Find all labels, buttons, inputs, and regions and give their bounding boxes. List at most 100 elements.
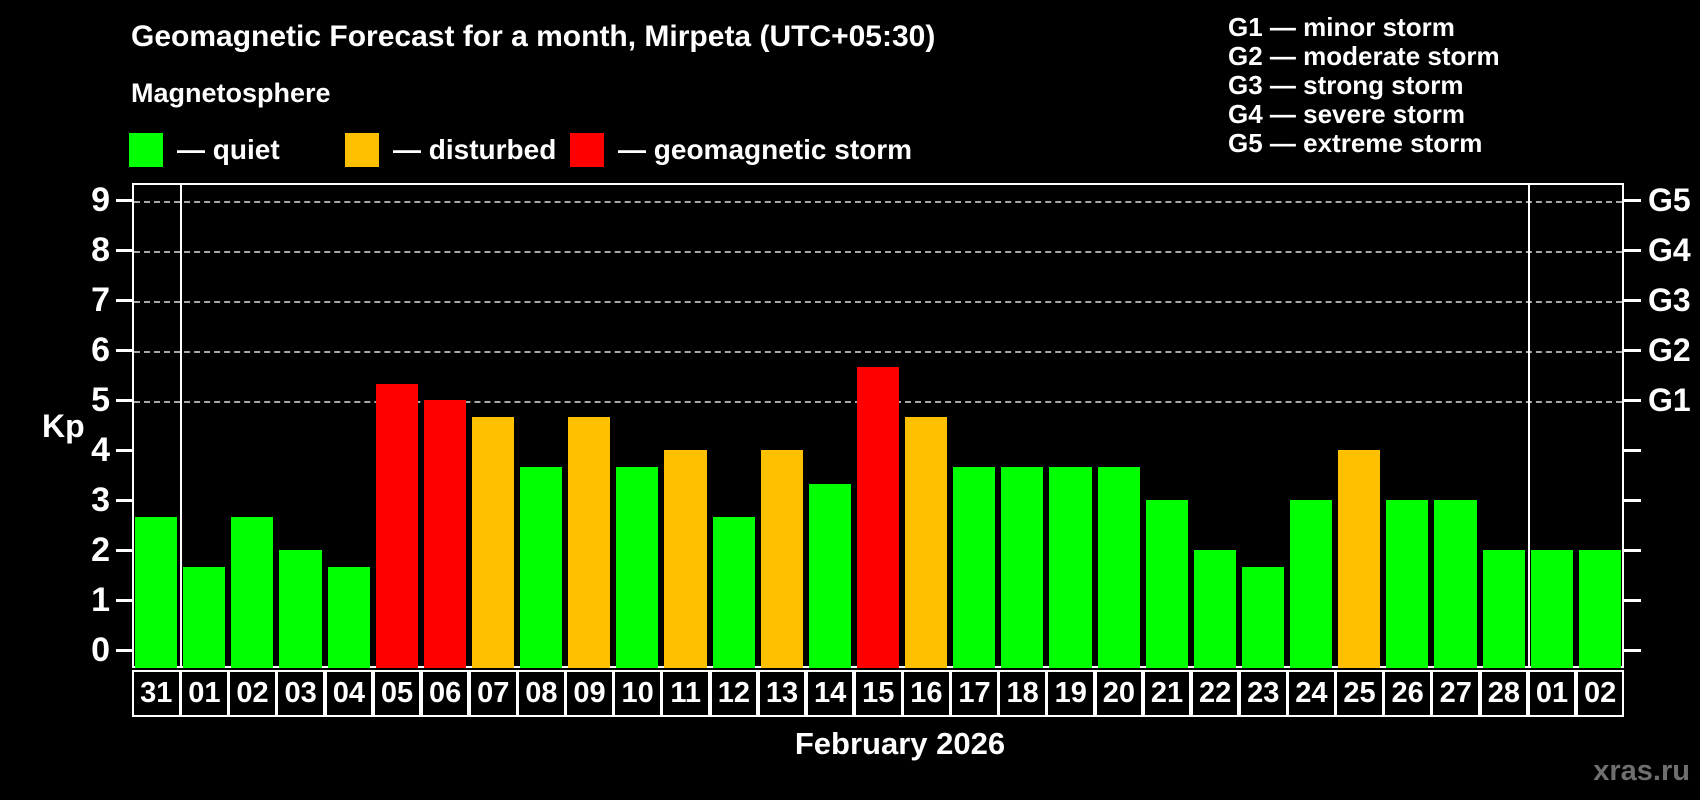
- day-label-box-14: 14: [805, 670, 855, 717]
- day-label-box-15: 15: [853, 670, 903, 717]
- grid-line-kp9: [134, 201, 1622, 203]
- y-axis-title: Kp: [42, 408, 85, 444]
- day-label-box-11: 11: [661, 670, 711, 717]
- kp-bar-26: [1386, 500, 1429, 668]
- right-axis-tick-4: [1624, 449, 1641, 452]
- kp-bar-28: [1482, 550, 1525, 668]
- kp-bar-02: [231, 516, 274, 668]
- day-label-box-10: 10: [613, 670, 662, 717]
- right-axis-tick-2: [1624, 549, 1641, 552]
- day-label-box-30: 02: [1575, 670, 1625, 717]
- right-axis-label-G3: G3: [1648, 282, 1691, 318]
- day-label-box-7: 07: [468, 670, 518, 717]
- day-label-box-6: 06: [420, 670, 470, 717]
- quiet-legend-label: — quiet: [177, 134, 280, 165]
- g5-legend-line: G5 — extreme storm: [1228, 128, 1483, 158]
- right-axis-tick-3: [1624, 499, 1641, 502]
- month-label: February 2026: [794, 726, 1006, 761]
- y-axis-tick-2: [116, 549, 132, 552]
- day-label-box-12: 12: [709, 670, 759, 717]
- kp-bar-12: [712, 516, 755, 668]
- month-separator-line: [1527, 185, 1530, 666]
- quiet-swatch-icon: [129, 133, 163, 167]
- grid-line-kp6: [134, 351, 1622, 353]
- kp-bar-15: [856, 366, 900, 668]
- right-axis-label-G5: G5: [1648, 182, 1691, 218]
- watermark: xras.ru: [1593, 755, 1690, 787]
- y-axis-tick-7: [116, 299, 132, 302]
- y-axis-tick-1: [116, 599, 132, 602]
- right-axis-tick-0: [1624, 649, 1641, 652]
- right-axis-label-G4: G4: [1648, 232, 1691, 268]
- y-axis-tick-0: [116, 649, 132, 652]
- day-label-box-0: 31: [132, 670, 181, 717]
- y-axis-tick-3: [116, 499, 132, 502]
- y-axis-tick-8: [116, 249, 132, 252]
- right-axis-tick-7: [1624, 299, 1641, 302]
- kp-bar-31: [135, 516, 178, 668]
- y-axis-tick-5: [116, 399, 132, 402]
- day-label-box-19: 19: [1046, 670, 1096, 717]
- kp-bar-10: [616, 466, 659, 668]
- kp-bar-19: [1049, 466, 1092, 668]
- day-label-box-24: 24: [1287, 670, 1336, 717]
- g1-legend-line: G1 — minor storm: [1228, 12, 1455, 42]
- day-label-box-5: 05: [372, 670, 422, 717]
- kp-bar-08: [520, 466, 563, 668]
- y-axis-label-9: 9: [91, 181, 110, 219]
- kp-bar-01: [1530, 550, 1573, 668]
- y-axis-tick-9: [116, 199, 132, 202]
- day-label-box-8: 08: [517, 670, 566, 717]
- y-axis-label-7: 7: [91, 281, 110, 319]
- page-title: Geomagnetic Forecast for a month, Mirpet…: [131, 20, 936, 53]
- magnetosphere-subtitle: Magnetosphere: [131, 78, 331, 108]
- month-separator-line: [180, 185, 183, 666]
- right-axis-tick-9: [1624, 199, 1641, 202]
- day-label-box-28: 28: [1479, 670, 1529, 717]
- day-label-box-20: 20: [1094, 670, 1144, 717]
- kp-bar-03: [279, 550, 322, 668]
- day-label-box-1: 01: [180, 670, 229, 717]
- y-axis-label-8: 8: [91, 231, 110, 269]
- day-label-box-9: 09: [565, 670, 614, 717]
- kp-bar-21: [1145, 500, 1188, 668]
- g2-legend-line: G2 — moderate storm: [1228, 41, 1500, 71]
- kp-bar-05: [375, 383, 418, 668]
- kp-bar-27: [1434, 500, 1477, 668]
- y-axis-label-0: 0: [91, 631, 110, 669]
- disturbed-swatch-icon: [345, 133, 379, 167]
- kp-bar-09: [568, 416, 611, 668]
- right-axis-label-G2: G2: [1648, 332, 1691, 368]
- g3-legend-line: G3 — strong storm: [1228, 70, 1464, 100]
- day-label-box-27: 27: [1431, 670, 1481, 717]
- y-axis-label-4: 4: [91, 431, 110, 469]
- right-axis-tick-8: [1624, 249, 1641, 252]
- day-label-box-2: 02: [228, 670, 277, 717]
- y-axis-tick-4: [116, 449, 132, 452]
- kp-bar-16: [905, 416, 948, 668]
- kp-bar-20: [1097, 466, 1140, 668]
- day-label-box-26: 26: [1383, 670, 1432, 717]
- y-axis-label-1: 1: [91, 581, 110, 619]
- disturbed-legend-label: — disturbed: [393, 134, 557, 165]
- plot-area: [132, 183, 1624, 668]
- right-axis-label-G1: G1: [1648, 382, 1691, 418]
- day-label-box-13: 13: [757, 670, 807, 717]
- day-label-box-4: 04: [324, 670, 374, 717]
- kp-bar-13: [760, 450, 803, 668]
- kp-bar-11: [664, 450, 707, 668]
- y-axis-label-5: 5: [91, 381, 110, 419]
- storm-swatch-icon: [570, 133, 604, 167]
- day-label-box-3: 03: [276, 670, 325, 717]
- kp-bar-02: [1578, 550, 1621, 668]
- kp-bar-04: [327, 566, 370, 668]
- grid-line-kp7: [134, 301, 1622, 303]
- y-axis-label-6: 6: [91, 331, 110, 369]
- y-axis-tick-6: [116, 349, 132, 352]
- right-axis-tick-5: [1624, 399, 1641, 402]
- day-label-box-18: 18: [998, 670, 1047, 717]
- right-axis-tick-1: [1624, 599, 1641, 602]
- day-label-box-17: 17: [950, 670, 999, 717]
- day-label-box-25: 25: [1335, 670, 1384, 717]
- grid-line-kp8: [134, 251, 1622, 253]
